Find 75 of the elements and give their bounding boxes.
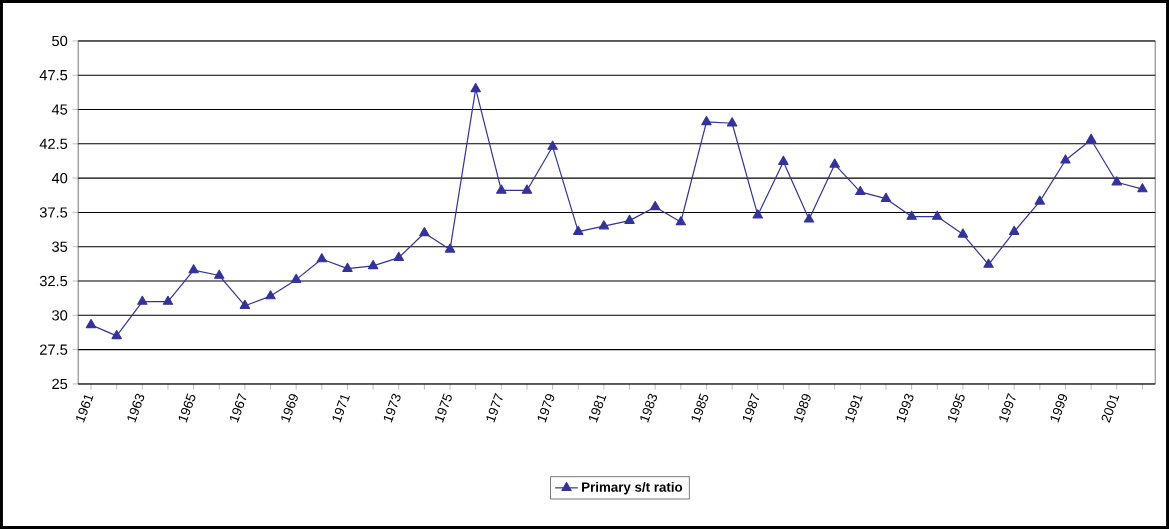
point <box>701 115 712 126</box>
x-tick-label: 1971 <box>332 395 350 423</box>
point <box>1034 195 1046 205</box>
point <box>932 210 943 220</box>
point <box>829 158 840 168</box>
y-tick-label: 45 <box>51 104 68 115</box>
x-tick-label: 2001 <box>1101 395 1120 423</box>
point <box>496 184 507 194</box>
point <box>444 243 456 253</box>
point <box>419 227 430 237</box>
point <box>393 251 404 261</box>
point <box>265 290 276 300</box>
point <box>316 253 328 263</box>
point <box>649 200 661 211</box>
point <box>1060 154 1071 164</box>
x-tick-label: 1973 <box>383 393 401 423</box>
point <box>290 273 302 283</box>
y-tick-label: 32.5 <box>39 275 68 287</box>
x-tick-label: 1963 <box>127 393 145 423</box>
x-tick-label: 1985 <box>691 393 709 423</box>
point <box>1008 225 1020 235</box>
x-tick-label: 1993 <box>896 393 914 423</box>
y-tick-label: 50 <box>52 35 68 47</box>
x-tick-label: 1981 <box>588 395 607 423</box>
point <box>752 209 763 219</box>
x-tick-label: 1961 <box>76 395 94 423</box>
point <box>983 258 994 268</box>
x-tick-label: 1965 <box>178 393 196 423</box>
x-tick-label: 1997 <box>999 393 1016 423</box>
point <box>547 140 558 150</box>
point <box>906 210 917 220</box>
point <box>162 295 174 305</box>
y-tick-label: 27.5 <box>40 344 68 355</box>
x-tick-label: 1983 <box>640 393 658 423</box>
point <box>367 259 379 270</box>
point <box>521 184 533 194</box>
x-tick-label: 1991 <box>845 395 863 423</box>
point <box>342 262 353 272</box>
point <box>239 299 251 309</box>
point <box>803 213 815 223</box>
point <box>957 228 969 238</box>
point <box>624 214 635 224</box>
point <box>675 216 687 226</box>
y-tick-label: 25 <box>52 378 68 390</box>
point <box>137 295 148 305</box>
y-tick-label: 40 <box>51 172 68 184</box>
point <box>111 329 122 340</box>
y-tick-label: 42.5 <box>39 138 68 150</box>
point <box>598 220 610 230</box>
point <box>573 225 584 235</box>
point <box>778 155 789 165</box>
x-tick-label: 1977 <box>486 393 503 423</box>
point <box>1111 176 1122 186</box>
point <box>880 192 892 202</box>
y-tick-label: 30 <box>52 310 68 321</box>
x-tick-label: 1969 <box>281 394 298 423</box>
y-tick-label: 47.5 <box>39 70 68 81</box>
x-tick-label: 1987 <box>742 393 760 423</box>
point <box>1085 133 1097 143</box>
x-tick-label: 1999 <box>1050 394 1068 423</box>
point <box>726 117 738 127</box>
x-tick-label: 1975 <box>435 393 452 423</box>
point <box>1137 183 1148 193</box>
x-tick-label: 1989 <box>794 394 811 423</box>
x-tick-label: 1979 <box>537 394 555 423</box>
x-tick-label: 1967 <box>229 393 247 423</box>
x-tick-label: 1995 <box>947 393 965 423</box>
y-tick-label: 37.5 <box>39 207 68 218</box>
y-tick-label: 35 <box>52 241 68 252</box>
point <box>470 83 481 93</box>
point <box>85 318 97 329</box>
legend-label: Primary s/t ratio <box>582 482 683 495</box>
point <box>188 264 199 274</box>
point <box>214 269 225 279</box>
point <box>855 185 866 196</box>
